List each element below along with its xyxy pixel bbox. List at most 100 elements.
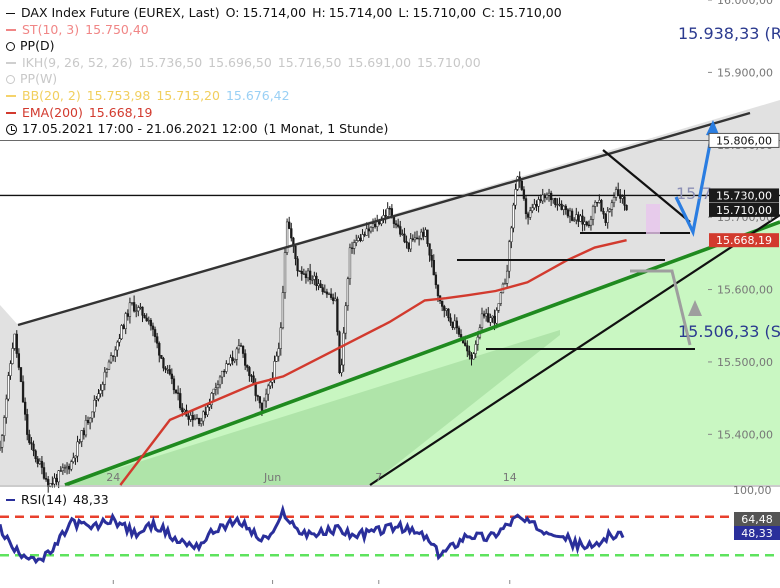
legend-pp-row[interactable]: PP(D) xyxy=(6,38,562,55)
candle-body xyxy=(107,361,111,370)
legend-bb-row[interactable]: BB(20, 2) 15.753,98 15.715,20 15.676,42 xyxy=(6,88,562,105)
candle-body xyxy=(468,350,471,356)
candle-body xyxy=(141,306,144,316)
candle-body xyxy=(149,319,153,327)
x-tick-label: 24 xyxy=(106,471,120,484)
candle-body xyxy=(300,271,303,274)
candle-body xyxy=(5,398,8,418)
legend-st-row[interactable]: ST(10, 3) 15.750,40 xyxy=(6,22,562,39)
candle-body xyxy=(118,338,121,343)
candle-body xyxy=(449,317,452,323)
candle-body xyxy=(441,300,444,307)
candle-body xyxy=(313,275,316,280)
legend-ema-row[interactable]: EMA(200) 15.668,19 xyxy=(6,105,562,122)
candle-body xyxy=(520,180,523,190)
candle-body xyxy=(93,399,96,413)
price-label-box xyxy=(709,233,779,248)
price-label-text: 15.806,00 xyxy=(716,134,772,147)
close-value: 15.710,00 xyxy=(498,5,562,20)
legend-ikh-row[interactable]: IKH(9, 26, 52, 26) 15.736,50 15.696,50 1… xyxy=(6,55,562,72)
candle-body xyxy=(212,388,215,394)
arrow-up-path xyxy=(674,127,715,238)
candle-body xyxy=(19,367,23,382)
candle-body xyxy=(153,329,157,337)
candle-body xyxy=(422,231,425,237)
candle-body xyxy=(417,237,421,240)
candle-body xyxy=(319,283,322,288)
candle-body xyxy=(476,336,479,345)
candle-body xyxy=(545,194,549,199)
low-label: L: xyxy=(398,5,410,20)
candle-body xyxy=(120,325,123,339)
candle-body xyxy=(0,447,2,450)
candle-body xyxy=(279,327,282,349)
candle-body xyxy=(137,307,140,312)
ikh-value-5: 15.710,00 xyxy=(417,54,481,70)
candle-body xyxy=(524,198,528,215)
candle-body xyxy=(53,477,56,485)
candle-body xyxy=(304,273,308,279)
candle-body xyxy=(344,305,347,334)
candle-body xyxy=(65,465,69,468)
candle-body xyxy=(191,415,194,421)
candle-body xyxy=(44,478,48,480)
candle-body xyxy=(338,331,341,373)
candle-body xyxy=(392,216,396,224)
candle-body xyxy=(139,306,142,309)
candle-body xyxy=(162,358,165,369)
candle-body xyxy=(516,176,519,190)
candle-body xyxy=(371,223,375,228)
candle-body xyxy=(172,378,176,391)
candle-body xyxy=(535,204,538,207)
price-tick-label: 15.900,00 xyxy=(717,66,773,79)
candle-body xyxy=(156,336,159,344)
candle-body xyxy=(308,270,312,280)
candle-body xyxy=(579,215,582,222)
candle-body xyxy=(283,252,287,293)
candle-body xyxy=(560,203,563,210)
candle-body xyxy=(407,242,410,250)
candle-body xyxy=(610,202,614,210)
candle-body xyxy=(451,321,454,328)
open-value: 15.714,00 xyxy=(242,5,307,20)
candle-body xyxy=(143,315,146,319)
rsi-badge-value-text: 48,33 xyxy=(741,527,773,540)
candles xyxy=(0,171,628,493)
candle-body xyxy=(80,430,83,442)
candle-body xyxy=(604,213,607,223)
candle-body xyxy=(216,384,220,388)
candle-body xyxy=(166,369,169,371)
candle-body xyxy=(176,392,180,394)
candle-body xyxy=(564,205,567,210)
candle-body xyxy=(562,205,565,210)
candle-body xyxy=(621,196,624,199)
candle-body xyxy=(327,293,331,296)
candle-body xyxy=(302,273,306,275)
candle-body xyxy=(589,219,593,226)
candle-body xyxy=(86,420,90,424)
candle-body xyxy=(539,199,542,202)
candle-body xyxy=(229,357,232,365)
candle-body xyxy=(493,315,496,324)
candle-body xyxy=(558,203,561,206)
candle-body xyxy=(84,420,88,436)
candle-body xyxy=(170,373,173,380)
candle-body xyxy=(470,354,473,360)
candle-body xyxy=(566,209,570,217)
support-trendline xyxy=(64,220,780,487)
candle-body xyxy=(397,224,400,227)
candle-body xyxy=(210,393,213,405)
rsi-swatch xyxy=(6,498,15,501)
candle-body xyxy=(109,355,113,363)
legend-title-row: DAX Index Future (EUREX, Last) O: 15.714… xyxy=(6,5,562,22)
candle-body xyxy=(491,315,494,319)
ema-value: 15.668,19 xyxy=(88,104,153,120)
candle-body xyxy=(26,414,29,435)
candle-body xyxy=(214,387,217,390)
candle-body xyxy=(554,198,557,205)
candle-body xyxy=(0,435,4,448)
legend-ppw-row[interactable]: PP(W) xyxy=(6,71,562,88)
candle-body xyxy=(367,228,370,232)
candle-body xyxy=(235,348,238,360)
